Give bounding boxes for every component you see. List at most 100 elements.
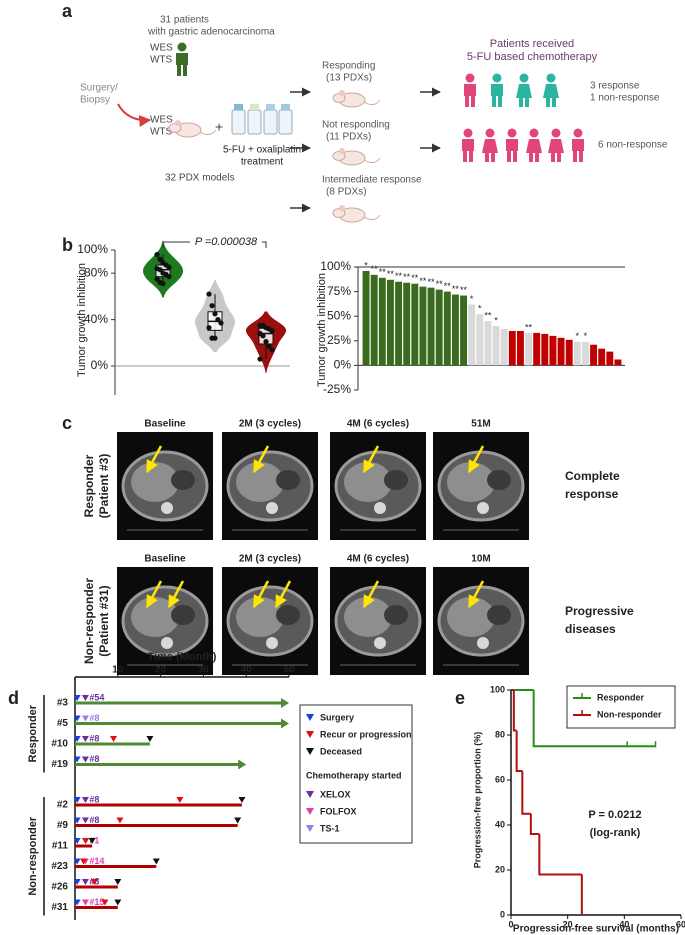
surgery-marker	[73, 858, 81, 865]
data-point	[218, 320, 224, 326]
legend-label: Recur or progression	[320, 729, 412, 739]
vial	[247, 109, 262, 135]
mouse-ear	[339, 205, 345, 211]
outcome: response	[565, 487, 619, 501]
legend-box	[299, 704, 413, 844]
vial-cap	[234, 104, 243, 110]
ongoing-arrow	[281, 718, 289, 729]
timepoint: 2M (3 cycles)	[239, 554, 301, 565]
person-icon	[506, 139, 518, 151]
person-icon	[546, 73, 556, 83]
text: WTS	[150, 127, 173, 138]
vial	[278, 109, 293, 135]
death-marker	[152, 858, 160, 865]
text: Surgery/	[80, 83, 118, 94]
mouse-tail	[199, 129, 217, 136]
data-point	[263, 339, 269, 345]
y-tick-label: 20	[495, 864, 505, 874]
surgery-marker	[73, 797, 81, 803]
person-icon	[482, 139, 498, 153]
data-point	[154, 276, 160, 282]
significance: **	[379, 267, 387, 277]
vial-cap	[266, 104, 275, 110]
row-label: #23	[51, 861, 68, 872]
bar	[541, 333, 549, 366]
person-icon	[516, 84, 532, 98]
significance: **	[387, 269, 395, 279]
person-icon	[485, 151, 489, 162]
x-tick-label: 10	[112, 665, 124, 676]
text: 5-FU + oxaliplatin	[223, 145, 301, 156]
person-icon	[492, 73, 502, 83]
bar	[508, 330, 516, 366]
ct-liver	[344, 462, 392, 502]
ct-spine	[161, 637, 173, 649]
row-label: #11	[52, 841, 69, 852]
person-icon	[513, 151, 517, 162]
y-tick-label: 100%	[77, 242, 108, 256]
y-tick-label: 0%	[91, 358, 109, 372]
person-icon	[183, 65, 187, 76]
surgery-marker	[73, 899, 81, 906]
annotation-arrow	[362, 580, 380, 609]
curved-arrow	[117, 103, 152, 127]
ct-liver	[447, 462, 495, 502]
regimen-label: #8	[89, 733, 99, 743]
regimen-label: #8	[89, 794, 99, 804]
km-step	[515, 730, 523, 772]
bar	[516, 330, 524, 366]
person-icon	[529, 128, 539, 138]
row-label: #2	[57, 800, 69, 811]
ct-spine	[374, 637, 386, 649]
text: 5-FU based chemotherapy	[467, 51, 598, 63]
bar	[590, 344, 598, 366]
x-tick-label: 40	[241, 665, 253, 676]
ct-organ	[487, 605, 511, 625]
timepoint: 2M (3 cycles)	[239, 419, 301, 430]
annotation-arrow	[467, 580, 485, 609]
person-icon	[465, 96, 469, 107]
x-tick-label: 40	[619, 919, 629, 929]
person-icon	[546, 96, 550, 107]
text: Intermediate response	[322, 175, 422, 186]
significance: **	[428, 277, 436, 287]
panel-letter: e	[455, 688, 465, 708]
legend-symbol	[306, 825, 314, 832]
bar	[460, 295, 468, 366]
recurrence-marker	[176, 797, 184, 803]
legend-label: Surgery	[320, 712, 354, 722]
regimen-label: #14	[89, 856, 104, 866]
text: Not responding	[322, 120, 390, 131]
text: 32 PDX models	[165, 173, 234, 184]
bar	[557, 337, 565, 366]
y-tick-label: -25%	[323, 382, 351, 396]
annotation-arrow	[274, 580, 292, 609]
person-icon	[176, 53, 188, 65]
y-axis-label: Tumor growth inhibition	[316, 273, 328, 387]
death-marker	[146, 736, 154, 742]
chemo-marker	[81, 797, 89, 803]
bar	[533, 332, 541, 366]
regimen-label: #1	[89, 835, 99, 845]
group-label: Non-responder	[27, 816, 39, 896]
chemo-marker	[81, 879, 89, 885]
person-icon	[485, 128, 495, 138]
person-icon	[572, 139, 584, 151]
chemo-marker	[81, 736, 89, 742]
surgery-marker	[73, 736, 81, 742]
y-tick-label: 80	[495, 729, 505, 739]
y-tick-label: 25%	[327, 333, 351, 347]
recurrence-marker	[101, 899, 109, 906]
mouse-ear	[339, 90, 345, 96]
data-point	[212, 335, 218, 341]
row-label: (Patient #3)	[97, 454, 111, 519]
km-step	[521, 771, 531, 815]
text: 1 non-response	[590, 93, 660, 104]
ongoing-arrow	[281, 698, 289, 708]
annotation-arrow	[467, 445, 485, 474]
person-icon	[529, 151, 533, 162]
group-label: Responder	[27, 704, 39, 762]
data-point	[166, 264, 172, 270]
bar	[565, 339, 573, 366]
annotation-arrow	[145, 580, 163, 609]
